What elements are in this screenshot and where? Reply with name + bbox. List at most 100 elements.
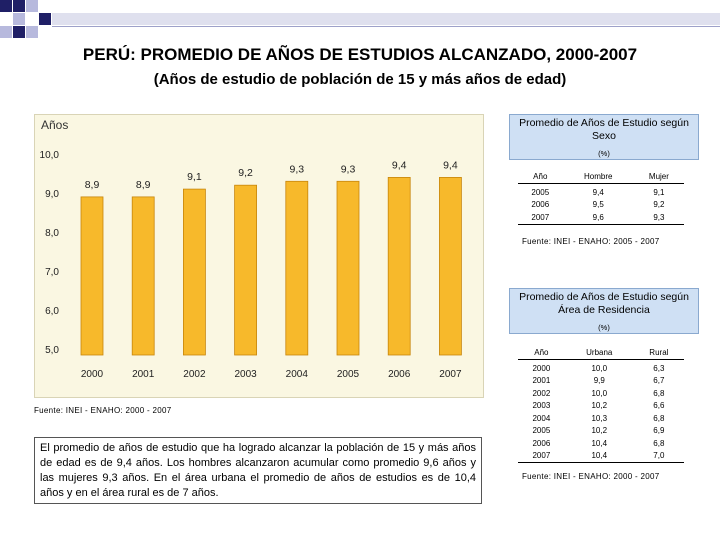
table-cell: 6,3 [653,363,665,373]
sex-table: Año Hombre Mujer 2005 9,4 9,1 2006 9,5 9,2 2007 9… [518,171,684,225]
sex-table-title: Promedio de Años de Estudio según Sexo [519,117,689,142]
bar-value-label: 8,9 [136,179,151,191]
table-cell: 9,6 [562,211,634,225]
table-header-cell: Rural [633,347,684,360]
table-cell: 2007 [518,211,563,225]
bar [131,196,155,356]
bar [80,196,104,356]
decor-square [13,13,25,25]
decor-square [0,26,12,38]
header-rule [52,26,720,27]
decor-square [39,13,51,25]
bar-value-label: 8,9 [85,179,100,191]
table-row: 2003 10,2 6,6 [518,400,684,413]
table-row: 2006 10,4 6,8 [518,437,684,450]
decor-square [13,0,25,12]
bar-value-label: 9,2 [238,167,253,179]
table-cell: 7,0 [633,449,684,463]
area-table-header: Promedio de Años de Estudio según Área d… [509,288,699,334]
page-title: PERÚ: PROMEDIO DE AÑOS DE ESTUDIOS ALCAN… [82,45,638,64]
x-tick-label: 2000 [81,369,104,380]
y-tick-label: 10,0 [40,150,60,161]
decor-square [26,0,38,12]
y-tick-label: 6,0 [45,306,59,317]
bar-value-label: 9,3 [341,163,356,175]
x-tick-label: 2003 [234,369,257,380]
table-cell: 10,2 [591,401,608,411]
area-table-title: Promedio de Años de Estudio según Área d… [519,291,689,316]
table-cell: 2005 [532,426,551,436]
table-cell: 6,7 [653,376,665,386]
page-subtitle: (Años de estudio de población de 15 y má… [153,71,567,88]
table-row: 2006 9,5 9,2 [518,199,684,212]
table-header-cell: Año [518,171,563,184]
table-cell: 2002 [532,388,551,398]
bar-value-label: 9,3 [289,163,304,175]
table-row: 2001 9,9 6,7 [518,375,684,388]
sex-table-header: Promedio de Años de Estudio según Sexo (… [509,114,699,160]
x-tick-label: 2002 [183,369,206,380]
x-tick-label: 2007 [439,369,462,380]
area-table-unit: (%) [598,323,610,332]
table-cell: 2004 [532,413,551,423]
table-cell: 10,0 [591,388,608,398]
table-cell: 2006 [532,438,551,448]
y-axis-label: Años [41,118,68,132]
table-cell: 6,9 [653,426,665,436]
x-tick-label: 2006 [388,369,411,380]
table-cell: 6,8 [653,438,665,448]
y-tick-label: 9,0 [45,189,59,200]
table-cell: 9,5 [592,200,604,210]
area-table: Año Urbana Rural 2000 10,0 6,3 2001 9,9 6,7 2002… [518,347,684,463]
header-band [52,13,720,25]
table-cell: 10,4 [591,438,608,448]
sex-table-unit: (%) [598,149,610,158]
table-cell: 2001 [532,376,551,386]
table-cell: 2003 [532,401,551,411]
bar-chart: 5,0 6,0 7,0 8,0 9,0 10,0 2000 2001 2002 2003 2004… [40,118,462,380]
table-cell: 10,3 [591,413,608,423]
table-cell: 9,4 [592,187,604,197]
table-header-cell: Urbana [564,347,634,360]
table-cell: 2006 [531,200,550,210]
bar-chart-panel: 5,0 6,0 7,0 8,0 9,0 10,0 2000 2001 2002 2003 2004… [34,114,484,398]
area-table-source: Fuente: INEI - ENAHO: 2000 - 2007 [522,472,660,481]
table-cell: 9,9 [593,376,605,386]
table-cell: 2007 [518,449,565,463]
x-tick-label: 2005 [337,369,360,380]
table-row: 2007 9,6 9,3 [518,211,684,225]
description-text: El promedio de años de estudio que ha lo… [34,437,482,504]
table-cell: 10,4 [564,449,634,463]
table-cell: 10,2 [591,426,608,436]
bar [387,177,411,356]
decor-square [26,26,38,38]
table-row: 2007 10,4 7,0 [518,449,684,463]
y-tick-label: 5,0 [45,345,59,356]
table-row: 2005 9,4 9,1 [518,184,684,199]
table-cell: 2000 [532,363,551,373]
decor-square [0,0,12,12]
sex-table-source: Fuente: INEI - ENAHO: 2005 - 2007 [522,237,660,246]
chart-source: Fuente: INEI - ENAHO: 2000 - 2007 [34,406,172,415]
table-row: 2002 10,0 6,8 [518,387,684,400]
table-header-cell: Mujer [633,171,684,184]
table-cell: 9,2 [653,200,665,210]
bar [336,180,360,356]
x-tick-label: 2004 [286,369,309,380]
table-header-cell: Año [518,347,565,360]
table-header-cell: Hombre [562,171,634,184]
table-cell: 9,3 [633,211,684,225]
table-cell: 9,1 [653,187,665,197]
y-tick-label: 7,0 [45,267,59,278]
table-cell: 6,6 [653,401,665,411]
table-cell: 2005 [531,187,550,197]
bar [285,180,309,356]
table-row: 2005 10,2 6,9 [518,425,684,438]
bar-value-label: 9,1 [187,171,202,183]
table-cell: 6,8 [653,388,665,398]
table-row: 2004 10,3 6,8 [518,412,684,425]
bar [438,177,462,356]
decor-square [13,26,25,38]
table-row: 2000 10,0 6,3 [518,360,684,375]
bar-value-label: 9,4 [392,159,407,171]
